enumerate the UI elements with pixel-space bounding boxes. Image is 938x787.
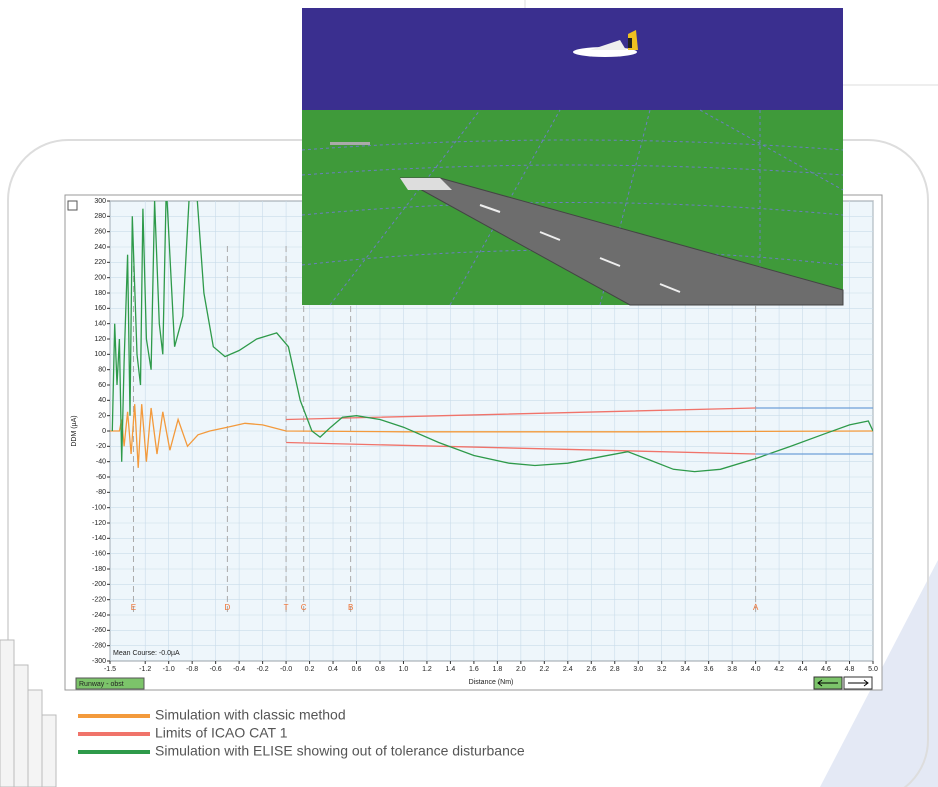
x-tick-label: 0.4: [328, 666, 338, 673]
scene-image: [301, 8, 844, 306]
y-tick-label: -140: [92, 535, 106, 542]
decor: [0, 639, 57, 787]
x-tick-label: 2.2: [539, 666, 549, 673]
marker-label: D: [224, 603, 230, 612]
y-tick-label: -300: [92, 658, 106, 665]
x-tick-label: 3.8: [727, 666, 737, 673]
y-tick-label: 300: [94, 198, 106, 205]
marker-label: C: [301, 603, 307, 612]
y-tick-label: -180: [92, 566, 106, 573]
y-tick-label: 180: [94, 290, 106, 297]
y-tick-label: -40: [96, 459, 106, 466]
marker-label: T: [284, 603, 289, 612]
series-line: [111, 201, 873, 473]
x-tick-label: 3.6: [704, 666, 714, 673]
x-tick-label: -0.0: [280, 666, 292, 673]
x-tick-label: 2.6: [586, 666, 596, 673]
y-axis-title: DDM (µA): [71, 415, 78, 446]
y-tick-label: -220: [92, 597, 106, 604]
x-tick-label: -1.0: [163, 666, 175, 673]
y-tick-label: -260: [92, 627, 106, 634]
nav-buttons[interactable]: [813, 676, 873, 690]
x-axis-title: Distance (Nm): [469, 679, 514, 686]
x-tick-label: -1.5: [104, 666, 116, 673]
y-tick-label: 240: [94, 244, 106, 251]
y-tick-label: 80: [98, 367, 106, 374]
x-tick-label: 0.8: [375, 666, 385, 673]
x-tick-label: -0.8: [186, 666, 198, 673]
x-tick-label: 4.0: [751, 666, 761, 673]
y-tick-label: -120: [92, 520, 106, 527]
y-tick-label: -20: [96, 443, 106, 450]
status-box: [75, 677, 145, 690]
series-line: [110, 404, 873, 468]
x-tick-label: 2.0: [516, 666, 526, 673]
x-tick-label: 1.8: [493, 666, 503, 673]
x-tick-label: 0.2: [305, 666, 315, 673]
y-tick-label: 280: [94, 213, 106, 220]
x-tick-label: 4.6: [821, 666, 831, 673]
x-tick-label: 5.0: [868, 666, 878, 673]
y-tick-label: -100: [92, 505, 106, 512]
x-tick-label: 1.6: [469, 666, 479, 673]
x-tick-label: 1.2: [422, 666, 432, 673]
marker-label: E: [131, 603, 136, 612]
x-tick-label: 1.4: [446, 666, 456, 673]
x-tick-label: 3.0: [633, 666, 643, 673]
checkbox[interactable]: [67, 200, 78, 211]
y-tick-label: -240: [92, 612, 106, 619]
x-tick-label: -0.4: [233, 666, 245, 673]
x-tick-label: -0.6: [210, 666, 222, 673]
status: Runway - obst: [79, 681, 124, 688]
y-tick-label: 220: [94, 259, 106, 266]
y-tick-label: 160: [94, 305, 106, 312]
x-tick-label: -0.2: [257, 666, 269, 673]
marker-label: A: [753, 603, 759, 612]
y-tick-label: 20: [98, 413, 106, 420]
y-tick-label: 200: [94, 275, 106, 282]
annotation: Mean Course: -0.0µA: [113, 650, 180, 657]
y-tick-label: 140: [94, 321, 106, 328]
y-tick-label: -60: [96, 474, 106, 481]
y-tick-label: -280: [92, 643, 106, 650]
y-tick-label: 0: [102, 428, 106, 435]
x-tick-label: 4.4: [798, 666, 808, 673]
legend-label: Limits of ICAO CAT 1: [155, 725, 288, 741]
x-tick-label: 3.4: [680, 666, 690, 673]
y-tick-label: -80: [96, 489, 106, 496]
y-tick-label: 60: [98, 382, 106, 389]
y-tick-label: -160: [92, 551, 106, 558]
x-tick-label: 2.4: [563, 666, 573, 673]
y-tick-label: 40: [98, 397, 106, 404]
y-tick-label: -200: [92, 581, 106, 588]
legend-label: Simulation with ELISE showing out of tol…: [155, 743, 525, 759]
series-line: [755, 407, 873, 455]
y-tick-label: 260: [94, 229, 106, 236]
x-tick-label: 4.2: [774, 666, 784, 673]
y-tick-label: 120: [94, 336, 106, 343]
x-tick-label: 0.6: [352, 666, 362, 673]
x-tick-label: 3.2: [657, 666, 667, 673]
y-tick-label: 100: [94, 351, 106, 358]
x-tick-label: 4.8: [845, 666, 855, 673]
x-tick-label: -1.2: [139, 666, 151, 673]
x-tick-label: 1.0: [399, 666, 409, 673]
legend-label: Simulation with classic method: [155, 707, 346, 723]
marker-label: B: [348, 603, 353, 612]
x-tick-label: 2.8: [610, 666, 620, 673]
